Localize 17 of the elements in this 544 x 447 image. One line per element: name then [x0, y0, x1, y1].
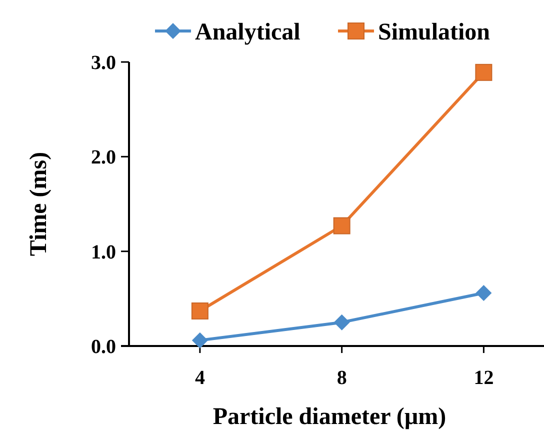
x-tick-label: 4: [194, 367, 205, 389]
point: [191, 302, 208, 320]
legend-label: Analytical: [195, 19, 301, 46]
y-tick-label: 0.0: [91, 336, 116, 358]
y-tick-label: 2.0: [91, 146, 116, 169]
legend-label: Simulation: [378, 19, 490, 46]
y-tick-label: 1.0: [91, 241, 116, 264]
point: [192, 332, 208, 348]
x-tick-label: 8: [336, 367, 347, 389]
x-tick-label: 12: [474, 367, 494, 389]
point: [476, 284, 492, 301]
point: [333, 217, 350, 234]
y-axis-title: Time (ms): [26, 152, 52, 256]
point: [475, 64, 492, 81]
y-tick-label: 3.0: [91, 52, 116, 74]
x-axis-title: Particle diameter (µm): [212, 404, 446, 430]
point: [334, 314, 350, 330]
